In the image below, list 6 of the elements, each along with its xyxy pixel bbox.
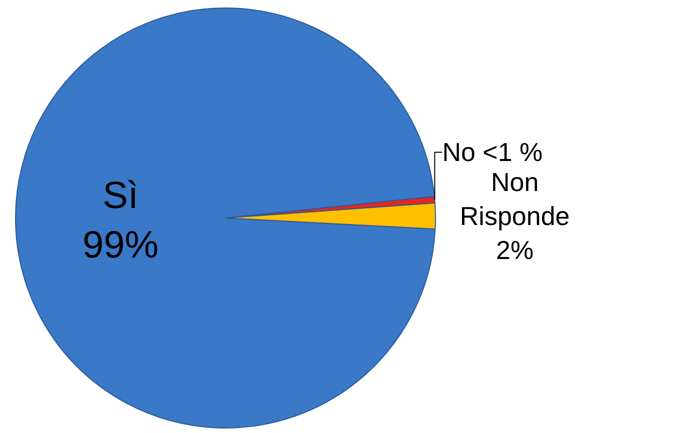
slice-label: Sì [102,174,138,217]
data-label: 99% [82,224,159,266]
data-label: 2% [496,234,534,265]
slice-label: Non Risponde [460,167,570,231]
slice-label: No <1 % [442,137,543,168]
pie-slice [15,8,436,428]
